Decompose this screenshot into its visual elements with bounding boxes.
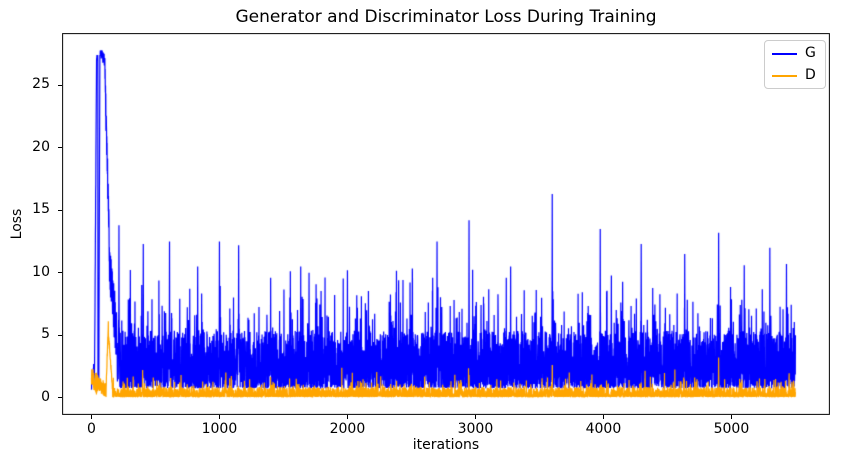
legend-line-g: [772, 52, 797, 55]
y-tick-mark: [58, 272, 62, 274]
legend: G D: [764, 40, 826, 89]
y-tick-label: 0: [41, 388, 50, 405]
x-tick-label: 5000: [713, 421, 750, 437]
legend-entry-d: D: [772, 68, 816, 83]
x-tick-mark: [474, 415, 476, 419]
x-tick-label: 1000: [201, 421, 238, 437]
x-axis-label: iterations: [412, 437, 480, 453]
x-tick-label: 3000: [457, 421, 494, 437]
y-tick-mark: [58, 334, 62, 336]
y-tick-label: 25: [32, 76, 50, 93]
y-tick-label: 15: [32, 201, 50, 218]
legend-line-d: [772, 74, 797, 77]
y-tick-label: 5: [41, 326, 50, 343]
x-tick-mark: [346, 415, 348, 419]
plot-area: [62, 33, 830, 415]
legend-label-g: G: [805, 45, 816, 61]
x-tick-mark: [602, 415, 604, 419]
x-tick-mark: [730, 415, 732, 419]
y-tick-mark: [58, 209, 62, 211]
x-tick-mark: [90, 415, 92, 419]
y-tick-label: 20: [32, 138, 50, 155]
x-tick-label: 0: [86, 421, 96, 437]
x-tick-label: 2000: [329, 421, 366, 437]
chart-title: Generator and Discriminator Loss During …: [235, 7, 657, 27]
x-tick-label: 4000: [585, 421, 622, 437]
legend-entry-g: G: [772, 46, 816, 61]
legend-label-d: D: [805, 67, 816, 83]
x-tick-mark: [218, 415, 220, 419]
y-tick-mark: [58, 397, 62, 399]
y-tick-label: 10: [32, 263, 50, 280]
y-tick-mark: [58, 84, 62, 86]
plot-canvas: [62, 33, 830, 415]
y-tick-mark: [58, 147, 62, 149]
